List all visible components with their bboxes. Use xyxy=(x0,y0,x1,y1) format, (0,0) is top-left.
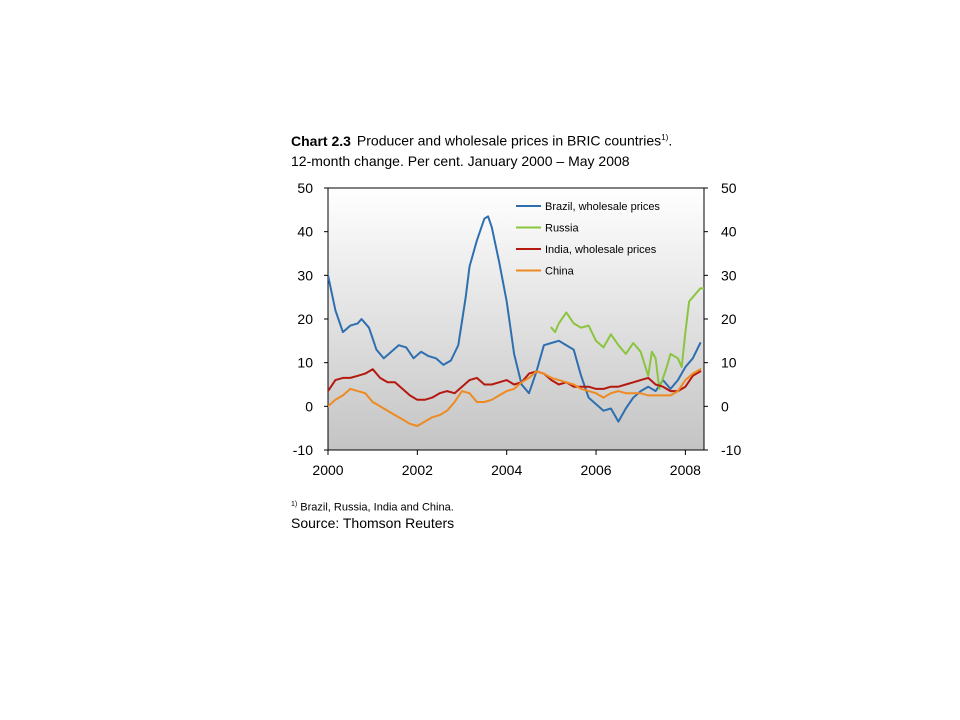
series-line-russia xyxy=(550,287,704,390)
x-tick-label: 2006 xyxy=(580,462,611,478)
y-tick-label-right: 20 xyxy=(721,311,737,327)
y-tick-label-left: 10 xyxy=(297,355,313,371)
y-tick-label-right: -10 xyxy=(721,442,741,458)
legend-label: Russia xyxy=(545,223,580,235)
y-tick-label-left: 50 xyxy=(297,180,313,196)
y-tick-label-left: 30 xyxy=(297,267,313,283)
footnote-marker: 1) xyxy=(291,501,298,508)
series-line-china xyxy=(328,368,702,427)
footnote-text: Brazil, Russia, India and China. xyxy=(300,501,454,514)
y-tick-label-left: 40 xyxy=(297,224,313,240)
y-tick-label-left: 0 xyxy=(305,398,313,414)
x-axis: 2000 2002 2004 2006 2008 xyxy=(312,450,701,478)
y-tick-label-left: 20 xyxy=(297,311,313,327)
chart-title: Chart 2.3 Producer and wholesale prices i… xyxy=(291,128,672,151)
y-tick-label-right: 0 xyxy=(721,398,729,414)
title-footnote-marker: 1) xyxy=(661,133,669,142)
title-trailing-period: . xyxy=(668,132,673,149)
footnote: 1) Brazil, Russia, India and China. xyxy=(291,498,454,515)
y-tick-label-right: 40 xyxy=(721,224,737,240)
x-tick-label: 2008 xyxy=(670,462,701,478)
series-line-brazil-wholesale-prices xyxy=(328,215,702,423)
y-tick-label-left: -10 xyxy=(293,442,313,458)
legend-label: China xyxy=(545,266,575,278)
source-note: Source: Thomson Reuters xyxy=(291,515,455,531)
chart-number: Chart 2.3 xyxy=(291,132,351,149)
right-y-axis: -10 0 10 20 30 40 50 xyxy=(704,180,741,458)
chart-title-block: Chart 2.3 Producer and wholesale prices i… xyxy=(291,128,672,171)
legend-label: Brazil, wholesale prices xyxy=(545,201,660,213)
legend: Brazil, wholesale prices Russia India, who… xyxy=(516,201,660,278)
series-line-india-wholesale-prices xyxy=(328,368,702,401)
plot-area xyxy=(327,187,705,451)
chart-title-text: Producer and wholesale prices in BRIC co… xyxy=(356,132,662,149)
x-tick-label: 2002 xyxy=(402,462,433,478)
x-tick-label: 2000 xyxy=(312,462,343,478)
legend-label: India, wholesale prices xyxy=(545,244,657,256)
y-tick-label-right: 50 xyxy=(721,180,737,196)
chart-subtitle: 12-month change. Per cent. January 2000 … xyxy=(291,152,630,169)
x-tick-label: 2004 xyxy=(491,462,522,478)
series-lines xyxy=(328,215,704,427)
y-tick-label-right: 30 xyxy=(721,267,737,283)
left-y-axis: -10 0 10 20 30 40 50 xyxy=(293,180,328,458)
y-tick-label-right: 10 xyxy=(721,355,737,371)
